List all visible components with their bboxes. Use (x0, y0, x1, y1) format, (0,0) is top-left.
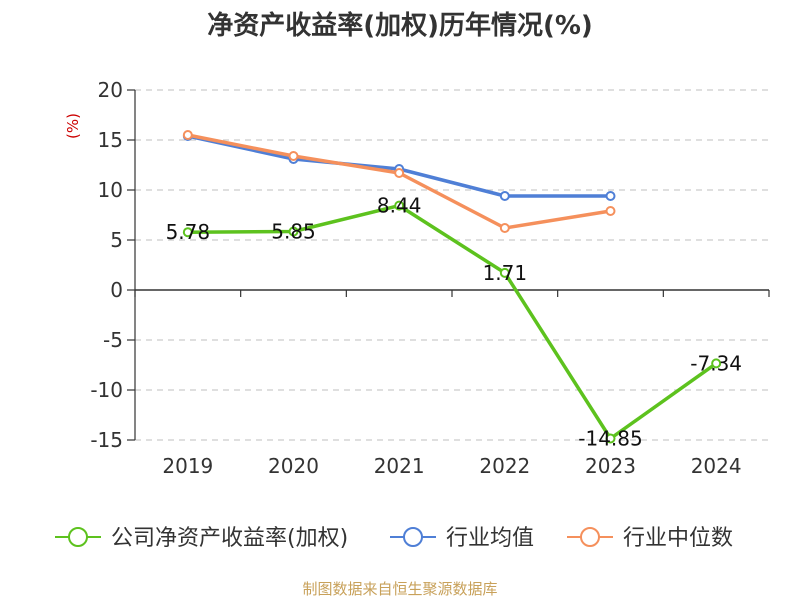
legend-swatch-marker (580, 527, 600, 547)
legend-item: 行业中位数 (567, 526, 733, 551)
data-point (499, 191, 510, 201)
legend-item: 行业均值 (390, 526, 534, 551)
x-tick-label: 2022 (479, 454, 530, 478)
legend-label: 行业中位数 (623, 526, 733, 551)
legend: 公司净资产收益率(加权) 行业均值 行业中位数 (55, 526, 733, 551)
y-tick-label: 20 (98, 78, 123, 102)
data-point (394, 168, 405, 178)
data-point (288, 151, 299, 161)
data-point (394, 200, 405, 211)
grid (135, 89, 769, 441)
data-label: -14.85 (578, 427, 642, 451)
chart-title: 净资产收益率(加权)历年情况(%) (207, 10, 593, 41)
data-point (711, 358, 722, 369)
data-point (605, 191, 616, 201)
x-tick-label: 2020 (268, 454, 319, 478)
data-label: -7.34 (690, 351, 742, 375)
data-label: 5.85 (271, 220, 316, 244)
y-tick-label: 15 (98, 128, 123, 152)
series-line (187, 203, 718, 441)
legend-swatch-marker (68, 527, 88, 547)
x-tick-label: 2021 (374, 454, 425, 478)
x-tick-label: 2024 (691, 454, 742, 478)
y-tick-label: 5 (110, 228, 123, 252)
y-tick-label: -5 (103, 328, 123, 352)
y-tick-label: 0 (110, 278, 123, 302)
y-tick-label: -10 (90, 378, 123, 402)
series (182, 130, 722, 444)
data-labels: 5.78 5.85 8.44 1.71 -14.85 -7.34 (166, 194, 742, 451)
data-point (182, 130, 193, 140)
data-point (182, 227, 193, 238)
y-axis-label: (%) (64, 113, 82, 139)
legend-item: 公司净资产收益率(加权) (55, 526, 348, 551)
axes: 20 15 10 5 0 -5 -10 -15 2019 2020 2021 2022 2023 2024 (90, 78, 770, 478)
source-note: 制图数据来自恒生聚源数据库 (302, 580, 497, 598)
data-point (605, 206, 616, 216)
y-tick-label: 10 (98, 178, 123, 202)
data-label: 5.78 (166, 220, 211, 244)
legend-swatch-marker (403, 527, 423, 547)
y-tick-label: -15 (90, 428, 123, 452)
legend-label: 行业均值 (446, 526, 534, 551)
data-label: 1.71 (483, 261, 528, 285)
x-tick-label: 2023 (585, 454, 636, 478)
legend-label: 公司净资产收益率(加权) (111, 526, 348, 551)
data-point (288, 226, 299, 237)
data-point (499, 267, 510, 278)
x-tick-label: 2019 (162, 454, 213, 478)
data-point (605, 433, 616, 444)
data-label: 8.44 (377, 194, 422, 218)
data-point (499, 223, 510, 233)
